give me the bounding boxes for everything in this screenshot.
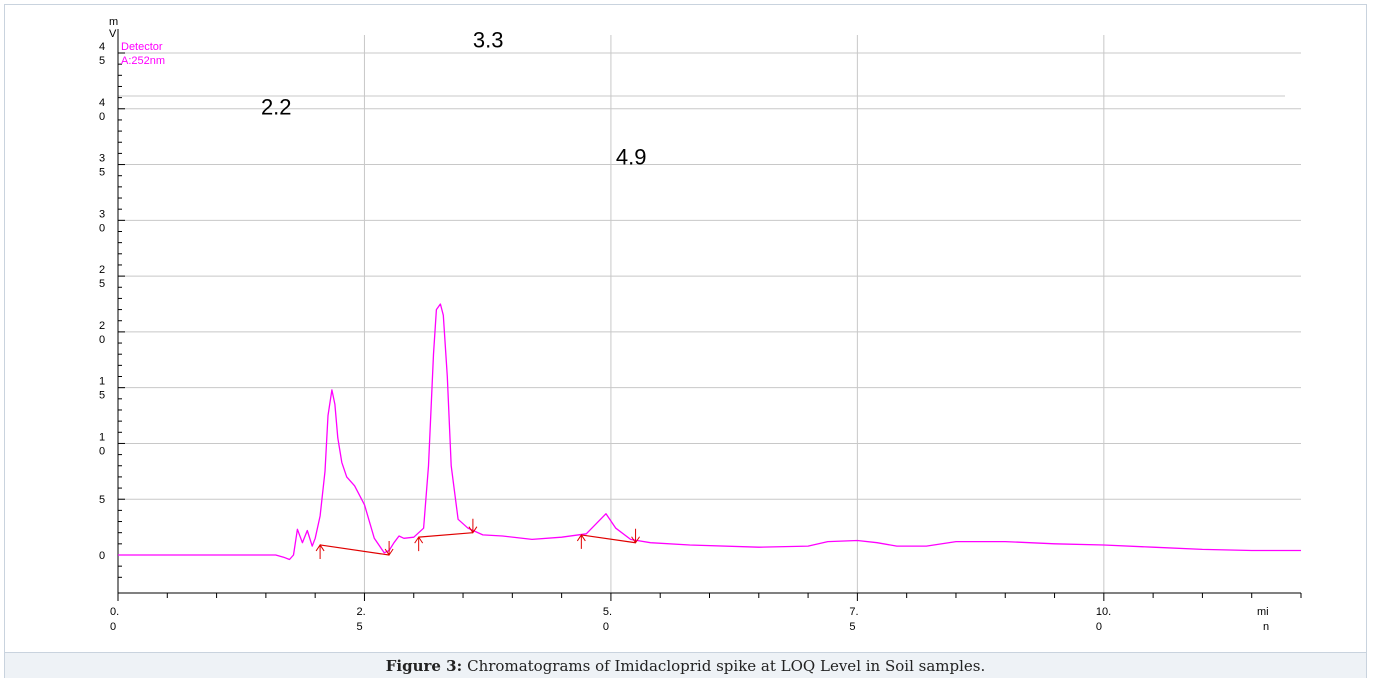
caption-label: Figure 3: bbox=[385, 656, 463, 675]
integration-baseline bbox=[581, 534, 636, 544]
integration-baseline bbox=[320, 544, 390, 556]
y-tick-label: 3 bbox=[99, 208, 105, 220]
y-tick-label: 5 bbox=[99, 390, 105, 402]
x-unit-label: n bbox=[1263, 621, 1269, 633]
y-tick-label: 5 bbox=[99, 278, 105, 290]
y-tick-label: 5 bbox=[99, 167, 105, 179]
peak-start-marker bbox=[576, 534, 586, 549]
chromatogram-chart: 051015202530354045mV0.02.55.07.510.0minD… bbox=[99, 16, 1302, 633]
x-tick-label: 5. bbox=[603, 606, 612, 618]
peak-end-marker bbox=[468, 518, 478, 534]
y-tick-label: 0 bbox=[99, 445, 105, 457]
x-tick-label: 0 bbox=[603, 621, 609, 633]
figure-frame: 0 5 1 0 1 5 2 0 2 5 3 0 3 5 4 0 4 5 m V 0. 0 2. 5 5. 0 7. 5 10. 0 mi n D… bbox=[4, 4, 1367, 678]
y-unit-label: m bbox=[109, 16, 118, 28]
y-tick-label: 0 bbox=[99, 111, 105, 123]
integration-baseline bbox=[418, 532, 473, 538]
y-tick-label: 1 bbox=[99, 376, 105, 388]
y-tick-label: 5 bbox=[99, 494, 105, 506]
y-tick-label: 3 bbox=[99, 153, 105, 165]
y-tick-label: 0 bbox=[99, 334, 105, 346]
peak-start-marker bbox=[414, 536, 424, 552]
figure-caption: Figure 3: Chromatograms of Imidacloprid … bbox=[5, 652, 1366, 678]
x-tick-label: 0 bbox=[110, 621, 116, 633]
peak-end-marker bbox=[631, 528, 640, 544]
peak-start-marker bbox=[315, 544, 325, 559]
x-tick-label: 7. bbox=[849, 606, 858, 618]
peak-label: 4.9 bbox=[616, 145, 647, 170]
x-tick-label: 10. bbox=[1096, 606, 1111, 618]
x-tick-label: 2. bbox=[356, 606, 365, 618]
y-tick-label: 4 bbox=[99, 41, 105, 53]
x-tick-label: 0. bbox=[110, 606, 119, 618]
y-tick-label: 0 bbox=[99, 550, 105, 562]
y-unit-label: V bbox=[109, 28, 117, 40]
y-tick-label: 2 bbox=[99, 264, 105, 276]
x-tick-label: 5 bbox=[849, 621, 855, 633]
caption-text: Chromatograms of Imidacloprid spike at L… bbox=[467, 656, 986, 675]
y-tick-label: 2 bbox=[99, 320, 105, 332]
y-tick-label: 1 bbox=[99, 431, 105, 443]
peak-label: 2.2 bbox=[261, 94, 292, 119]
legend-detector: Detector bbox=[121, 41, 163, 53]
y-tick-label: 5 bbox=[99, 55, 105, 67]
y-tick-label: 4 bbox=[99, 97, 105, 109]
legend-wavelength: A:252nm bbox=[121, 55, 165, 67]
x-tick-label: 5 bbox=[356, 621, 362, 633]
y-tick-label: 0 bbox=[99, 222, 105, 234]
x-unit-label: mi bbox=[1257, 606, 1269, 618]
x-tick-label: 0 bbox=[1096, 621, 1102, 633]
peak-end-marker bbox=[384, 541, 394, 556]
peak-label: 3.3 bbox=[473, 27, 504, 52]
chromatogram-trace bbox=[118, 303, 1301, 561]
